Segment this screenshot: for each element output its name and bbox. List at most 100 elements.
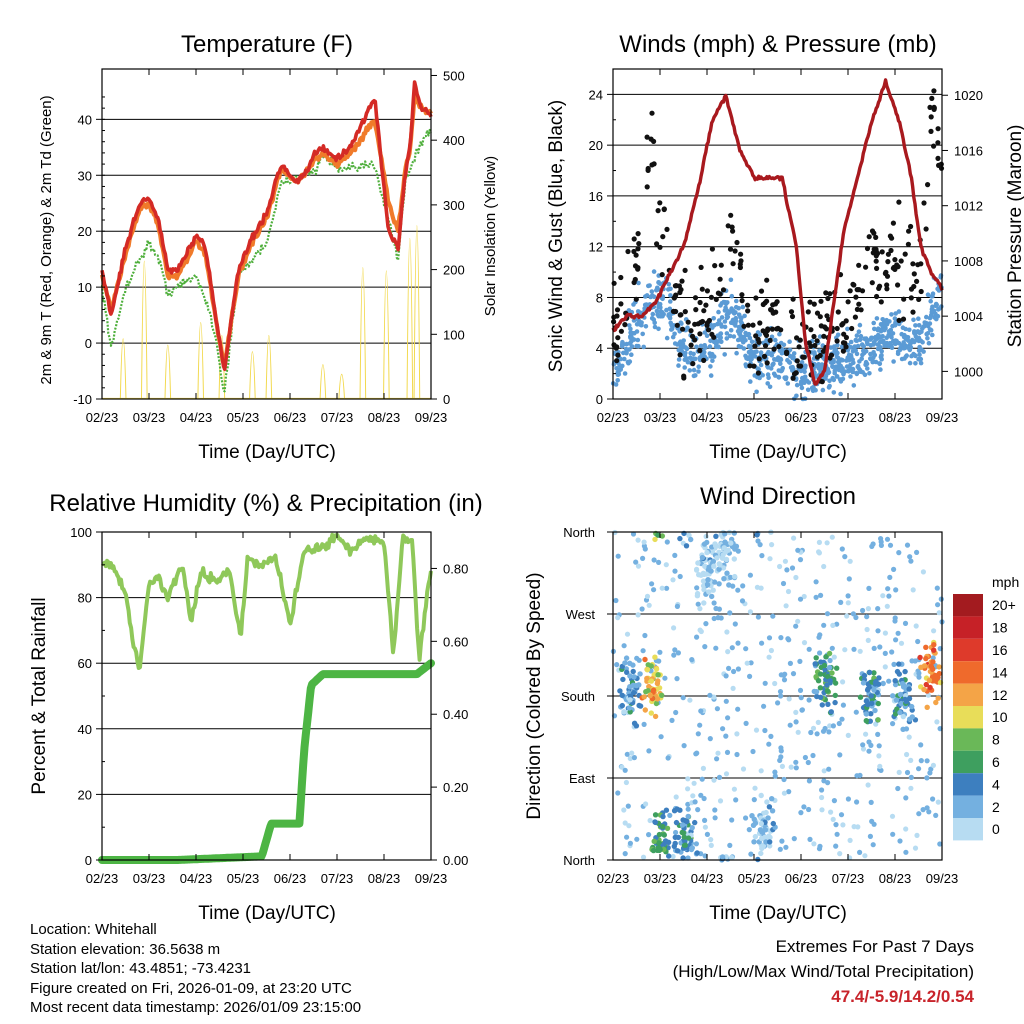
direction-point [857,849,863,856]
sonic-wind-point [672,341,678,346]
direction-point [663,562,669,568]
sonic-wind-point [890,331,896,336]
sonic-wind-point [900,325,906,331]
direction-point [863,718,869,724]
x-tick-label: 05/23 [227,871,260,886]
sonic-wind-point [728,277,734,283]
direction-point [898,700,904,707]
y-right-tick-label: 0.00 [443,853,468,868]
gust-point [760,328,766,334]
sonic-wind-point [691,373,697,379]
direction-point [935,695,941,701]
gust-point [645,167,651,173]
direction-point [747,572,754,578]
sonic-wind-point [767,384,773,390]
sonic-wind-point [651,269,657,274]
direction-point [705,577,711,583]
direction-point [920,807,926,813]
legend-label: 14 [992,664,1008,680]
direction-point [864,626,870,633]
sonic-wind-point [698,343,704,349]
direction-point [916,670,922,676]
direction-point [779,838,785,844]
sonic-wind-point [916,316,921,322]
direction-point [713,543,719,549]
direction-point [893,587,899,593]
sonic-wind-point [785,357,790,363]
gust-point [673,292,679,298]
gust-point [918,261,924,267]
direction-point [816,539,823,546]
sonic-wind-point [676,357,682,362]
direction-point [673,709,679,716]
gust-point [664,226,670,232]
sonic-wind-point [863,349,869,354]
sonic-wind-point [839,369,845,374]
gust-point [713,296,719,302]
y-right-tick-label: 0.20 [443,780,468,795]
direction-point [627,697,633,703]
direction-point [642,546,648,552]
gust-point [751,363,757,369]
legend-label: 8 [992,732,1000,748]
direction-point [822,667,828,673]
direction-point [635,612,641,618]
direction-point [928,766,934,772]
humidity-gridlines [102,597,431,795]
sonic-wind-point [722,319,728,324]
direction-point [777,563,783,570]
direction-point [855,824,861,830]
direction-point [682,842,688,848]
direction-point [631,690,637,696]
gust-point [738,258,744,264]
sonic-wind-point [877,361,882,366]
direction-point [906,686,912,692]
sonic-wind-point [724,308,730,313]
gust-point [898,258,904,264]
y-tick-label: East [569,771,595,786]
direction-point [786,696,792,702]
legend-swatch [953,818,983,841]
sonic-wind-point [627,359,633,364]
sonic-wind-point [874,316,880,321]
x-tick-label: 08/23 [879,871,912,886]
gust-point [753,295,759,301]
sonic-wind-point [879,348,884,354]
direction-point [898,640,905,646]
gust-point [618,274,624,281]
sonic-wind-point [738,334,743,340]
sonic-wind-point [737,330,743,335]
y-tick-label: -10 [73,392,92,407]
direction-point [706,589,712,595]
gust-point [755,370,762,376]
direction-point [683,543,690,549]
direction-point [721,576,727,582]
sonic-wind-point [752,373,757,378]
direction-point [711,600,717,606]
direction-point [890,831,896,837]
direction-point [828,809,834,815]
direction-point [815,678,822,684]
direction-point [700,578,707,584]
sonic-wind-point [924,331,929,337]
sonic-wind-point [730,317,736,323]
sonic-wind-point [840,357,845,363]
direction-point [819,794,825,801]
direction-point [784,567,790,573]
gust-point [614,358,620,364]
direction-point [764,799,770,805]
direction-point [921,663,928,669]
x-tick-label: 05/23 [738,410,771,425]
gust-point [739,298,745,304]
gust-point [681,373,687,379]
direction-point [694,585,700,591]
direction-point [623,655,630,661]
direction-point [872,679,879,686]
direction-point [723,733,729,739]
gust-point [701,308,707,314]
direction-point [923,644,929,650]
sonic-wind-point [802,369,807,375]
sonic-wind-point [696,364,701,370]
direction-point [918,758,924,764]
sonic-wind-point [628,339,634,345]
